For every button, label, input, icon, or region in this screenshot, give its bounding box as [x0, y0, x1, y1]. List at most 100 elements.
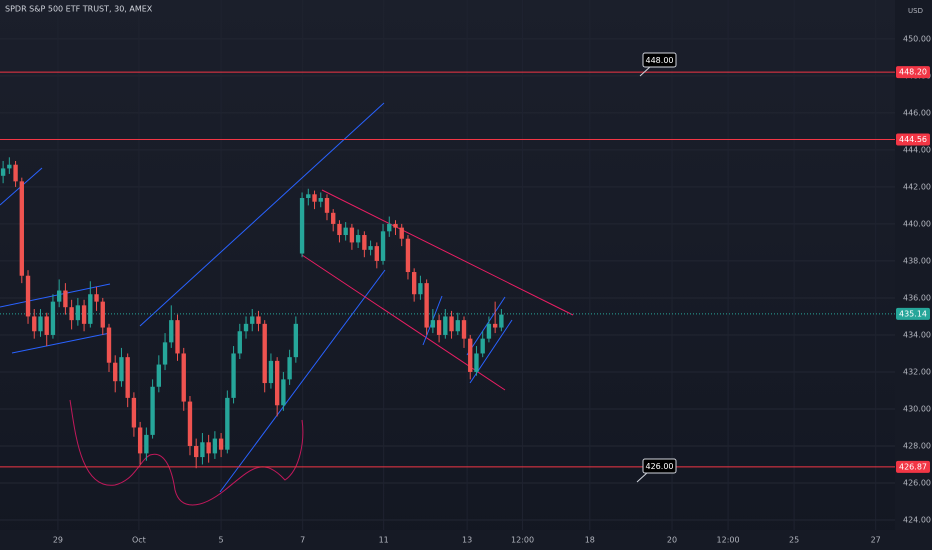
candle-body	[443, 316, 448, 335]
candle-body	[100, 301, 105, 328]
x-tick-label: 12:00	[511, 536, 534, 545]
y-tick-label: 436.00	[903, 293, 931, 302]
candle-body	[312, 194, 317, 202]
candle-body	[274, 360, 280, 406]
candle-body	[88, 294, 93, 324]
candle-body	[455, 320, 460, 332]
candle-body	[281, 379, 286, 406]
candle-body	[324, 198, 330, 213]
trend-line	[469, 319, 513, 384]
candle-body	[162, 342, 168, 365]
candle-body	[212, 438, 218, 454]
level-tag	[896, 460, 930, 473]
grid	[0, 0, 895, 530]
candle-body	[206, 442, 211, 454]
callout: 448.00	[639, 52, 677, 77]
candle-body	[63, 290, 68, 308]
x-tick-label: 12:00	[717, 536, 740, 545]
candle-body	[50, 301, 56, 335]
candle-body	[287, 357, 292, 380]
candle-body	[137, 427, 143, 454]
candle-body	[125, 357, 130, 398]
x-tick-label: 27	[871, 536, 881, 545]
callout-box	[642, 52, 677, 68]
candle-body	[7, 164, 12, 169]
y-tick-label: 438.00	[903, 256, 931, 265]
candle-body	[499, 314, 504, 328]
candle-body	[486, 323, 492, 339]
candle-body	[218, 438, 224, 450]
x-tick-label: 13	[462, 536, 472, 545]
y-tick-label: 450.00	[903, 34, 931, 43]
candle-body	[175, 320, 180, 354]
x-tick-label: 11	[379, 536, 389, 545]
trend-line	[219, 269, 386, 493]
currency-label: USD	[908, 7, 923, 15]
x-tick-label: 5	[219, 536, 224, 545]
candle-body	[368, 246, 373, 250]
candle-body	[474, 353, 479, 372]
candle-body	[430, 320, 436, 328]
candle-body	[56, 290, 62, 302]
candle-body	[250, 316, 255, 324]
candle-body	[25, 275, 31, 317]
candle-body	[436, 320, 442, 335]
candle-body	[418, 283, 423, 295]
x-tick-label: 20	[667, 536, 677, 545]
candle-body	[299, 198, 305, 254]
y-tick-label: 434.00	[903, 330, 931, 339]
x-tick-label: 18	[585, 536, 595, 545]
callout-text: 426.00	[646, 462, 674, 471]
callout-box	[642, 458, 677, 474]
y-tick-label: 426.00	[903, 478, 931, 487]
trend-line	[0, 283, 111, 308]
candle-body	[113, 362, 118, 382]
candle-body	[399, 227, 404, 239]
candle-body	[355, 235, 361, 243]
candle-body	[393, 223, 398, 228]
candle-body	[169, 320, 174, 343]
candle-body	[343, 227, 348, 236]
level-label: 444.56	[899, 135, 927, 144]
candle-body	[331, 212, 336, 224]
axes: 424.00 426.00 428.00 430.00 432.00 434.00 436.…	[53, 34, 931, 544]
callout-arrow	[639, 65, 652, 77]
candle-body	[318, 198, 323, 202]
trend-line	[139, 102, 385, 327]
level-label: 426.87	[899, 462, 927, 471]
candle-body	[411, 272, 417, 295]
candle-body	[32, 316, 37, 332]
candle-body	[349, 227, 355, 243]
candle-body	[237, 331, 242, 354]
candle-body	[13, 164, 18, 182]
candle-body	[492, 323, 498, 328]
candle-body	[480, 338, 485, 354]
candle-body	[19, 181, 24, 276]
last-price-tag	[896, 307, 930, 320]
candle-body	[262, 323, 267, 384]
candle-body	[181, 353, 186, 402]
candle-body	[380, 231, 386, 261]
levels	[0, 71, 895, 468]
drawings	[0, 102, 574, 506]
time-scale	[0, 530, 932, 550]
candle-body	[362, 235, 367, 250]
candle-body	[69, 307, 74, 321]
candle-body	[94, 294, 99, 302]
trend-line	[11, 332, 111, 354]
candle-body	[405, 238, 411, 273]
candle-body	[81, 305, 87, 324]
level-tag	[896, 133, 930, 146]
pattern-sketch	[69, 399, 304, 506]
candle-body	[119, 357, 124, 382]
candle-body	[293, 323, 299, 358]
x-tick-label: 25	[789, 536, 799, 545]
candle-body	[44, 316, 49, 335]
candle-body	[131, 397, 137, 428]
candle-body	[374, 246, 379, 261]
candle-body	[387, 223, 392, 232]
candle-body	[38, 316, 43, 332]
y-tick-label: 430.00	[903, 404, 931, 413]
